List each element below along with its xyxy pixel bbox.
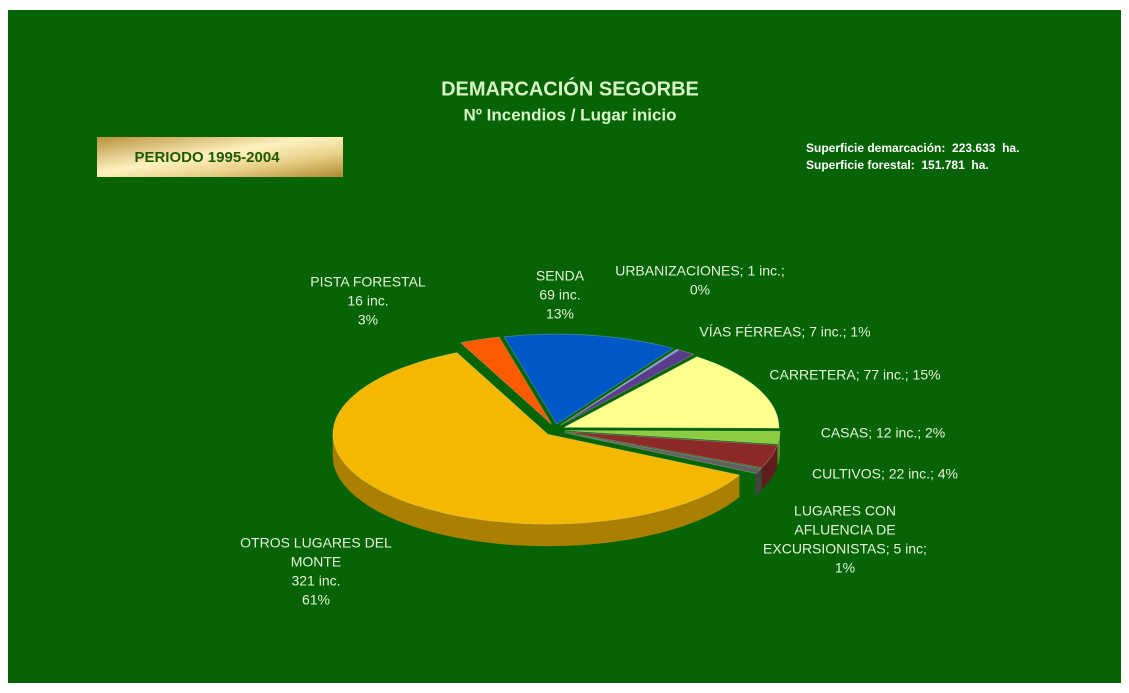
period-label: PERIODO 1995-2004 xyxy=(134,149,280,166)
chart-title: DEMARCACIÓN SEGORBE xyxy=(441,76,699,100)
slice xyxy=(459,336,553,425)
data-label: 1% xyxy=(835,560,855,576)
slice xyxy=(560,348,680,426)
slice-side-shade xyxy=(332,434,740,547)
data-label: 321 inc. xyxy=(291,573,340,589)
slice xyxy=(503,333,674,425)
slice xyxy=(563,432,762,474)
data-label: EXCURSIONISTAS; 5 inc; xyxy=(763,541,927,557)
data-label: MONTE xyxy=(291,554,342,570)
note: Superficie demarcación: 223.633 ha. xyxy=(806,141,1019,155)
slice-side xyxy=(755,468,762,496)
data-label: AFLUENCIA DE xyxy=(794,522,895,538)
labels: PISTA FORESTAL 16 inc. 3% SENDA 69 inc. 13% UR… xyxy=(240,263,958,608)
slice xyxy=(332,352,741,525)
data-label: 0% xyxy=(690,282,710,298)
slice xyxy=(563,356,780,429)
slice xyxy=(560,349,695,426)
data-label: 16 inc. xyxy=(347,293,388,309)
chart-subtitle: Nº Incendios / Lugar inicio xyxy=(463,105,676,124)
slice-side xyxy=(761,445,778,490)
data-label: VÍAS FÉRREAS; 7 inc.; 1% xyxy=(699,324,870,340)
data-label: LUGARES CON xyxy=(794,503,896,519)
data-label: OTROS LUGARES DEL xyxy=(240,535,392,551)
data-label: 13% xyxy=(546,306,574,322)
slice-side-shade xyxy=(761,445,778,490)
period-box xyxy=(97,137,343,177)
slice xyxy=(564,431,778,469)
pie xyxy=(332,333,781,547)
data-label: 3% xyxy=(358,312,378,328)
slice xyxy=(564,430,781,445)
data-label: PISTA FORESTAL xyxy=(310,274,426,290)
slice-side-shade xyxy=(777,431,780,466)
slice-side xyxy=(777,431,780,466)
data-label: CASAS; 12 inc.; 2% xyxy=(821,425,946,441)
slice-side-shade xyxy=(755,468,762,496)
slice-side xyxy=(332,434,740,547)
data-label: SENDA xyxy=(536,268,585,284)
note: Superficie forestal: 151.781 ha. xyxy=(806,158,989,172)
data-label: 61% xyxy=(302,592,330,608)
data-label: URBANIZACIONES; 1 inc.; xyxy=(615,263,785,279)
data-label: CULTIVOS; 22 inc.; 4% xyxy=(812,466,958,482)
data-label: 69 inc. xyxy=(539,287,580,303)
data-label: CARRETERA; 77 inc.; 15% xyxy=(769,367,940,383)
